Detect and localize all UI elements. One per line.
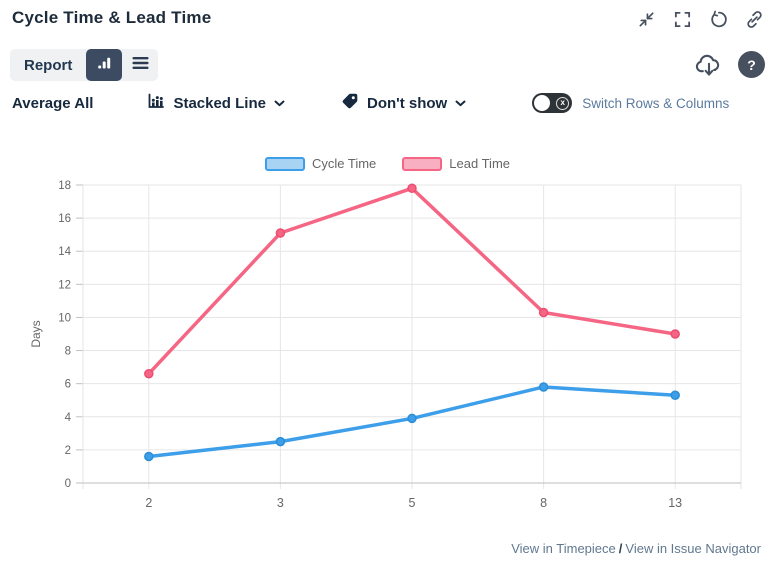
svg-text:8: 8 xyxy=(540,496,547,510)
window-controls xyxy=(636,9,765,30)
estimate-value: Don't show xyxy=(366,94,448,112)
tag-icon xyxy=(341,92,359,115)
toggle-off-icon: x xyxy=(556,96,570,110)
switch-rows-columns-toggle[interactable]: x xyxy=(532,93,573,113)
svg-text:14: 14 xyxy=(58,246,71,258)
hamburger-icon xyxy=(132,56,149,75)
page-title: Cycle Time & Lead Time xyxy=(12,8,212,27)
svg-text:2: 2 xyxy=(65,445,71,457)
chart-controls-row: Average All Stacked Line xyxy=(12,90,729,116)
export-help-group: ? xyxy=(694,51,765,78)
switch-rows-columns-label: Switch Rows & Columns xyxy=(582,95,730,111)
svg-text:16: 16 xyxy=(58,213,71,225)
cloud-download-icon[interactable] xyxy=(694,52,724,78)
svg-text:12: 12 xyxy=(58,279,71,291)
line-chart: 0 2 4 6 8 10 12 14 16 18 2 3 5 8 13 Days xyxy=(29,180,742,510)
help-button[interactable]: ? xyxy=(738,51,765,78)
svg-text:6: 6 xyxy=(65,379,71,391)
view-in-timepiece-link[interactable]: View in Timepiece xyxy=(511,541,616,556)
svg-text:0: 0 xyxy=(65,478,71,490)
toggle-knob xyxy=(534,95,551,111)
table-view-button[interactable] xyxy=(122,49,158,81)
aggregation-label: Average All xyxy=(12,94,94,112)
link-icon[interactable] xyxy=(744,9,765,30)
chart-legend: Cycle Time Lead Time xyxy=(0,156,775,171)
svg-text:8: 8 xyxy=(65,346,71,358)
refresh-icon[interactable] xyxy=(708,9,729,30)
switch-rows-columns-control: x Switch Rows & Columns xyxy=(532,93,729,113)
svg-text:18: 18 xyxy=(58,180,71,192)
svg-text:2: 2 xyxy=(145,496,152,510)
chart-view-button[interactable] xyxy=(86,49,123,81)
report-tab[interactable]: Report xyxy=(24,56,73,74)
svg-text:13: 13 xyxy=(668,496,682,510)
stacked-line-icon xyxy=(147,92,165,115)
fullscreen-icon[interactable] xyxy=(672,9,693,30)
footer-separator: / xyxy=(618,541,623,556)
legend-swatch xyxy=(265,156,305,171)
footer-links: View in Timepiece / View in Issue Navigato… xyxy=(511,541,761,556)
chevron-down-icon xyxy=(455,94,466,112)
svg-text:4: 4 xyxy=(65,412,72,424)
legend-label: Cycle Time xyxy=(312,156,377,171)
legend-swatch xyxy=(402,156,443,171)
estimate-dropdown[interactable]: Don't show xyxy=(341,92,466,115)
view-in-issue-navigator-link[interactable]: View in Issue Navigator xyxy=(625,541,761,556)
svg-text:3: 3 xyxy=(277,496,284,510)
bar-chart-icon xyxy=(95,54,113,77)
svg-text:Days: Days xyxy=(29,320,43,347)
view-segmented-control: Report xyxy=(10,49,159,81)
legend-item[interactable]: Cycle Time xyxy=(265,156,376,171)
svg-text:5: 5 xyxy=(409,496,416,510)
chart-type-value: Stacked Line xyxy=(173,94,266,112)
collapse-icon[interactable] xyxy=(636,9,657,30)
legend-label: Lead Time xyxy=(449,156,510,171)
chart-type-dropdown[interactable]: Stacked Line xyxy=(147,92,285,115)
legend-item[interactable]: Lead Time xyxy=(402,156,510,171)
chevron-down-icon xyxy=(274,94,285,112)
svg-text:10: 10 xyxy=(58,312,71,324)
